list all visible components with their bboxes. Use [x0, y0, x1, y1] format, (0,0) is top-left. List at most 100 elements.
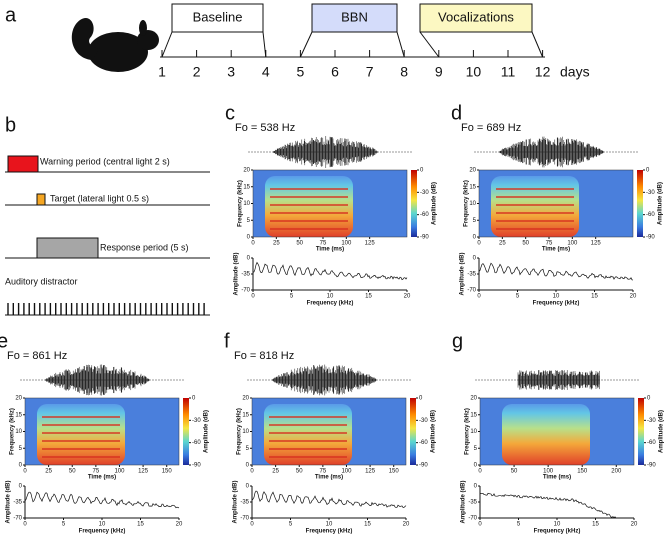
day-label: 9: [435, 64, 443, 80]
x-tick-label: 0: [250, 469, 254, 475]
spectrum-x-tick-label: 0: [23, 522, 27, 528]
row-label: Auditory distractor: [5, 276, 78, 286]
phase-box: [171, 3, 264, 33]
x-tick-label: 75: [320, 469, 327, 475]
spectrum-x-tick-label: 15: [365, 294, 372, 300]
spectrogram-energy: [37, 404, 125, 465]
spectrum-x-tick-label: 5: [290, 294, 294, 300]
phase-label: Baseline: [193, 9, 243, 24]
spectrum-y-label: Amplitude (dB): [234, 253, 240, 296]
colorbar-tick-label: -30: [420, 190, 429, 196]
spectrum-y-tick-label: 0: [19, 484, 23, 490]
y-tick-label: 10: [242, 429, 249, 435]
panel-letter: c: [225, 102, 235, 124]
spectrum-curve: [480, 492, 634, 519]
spectrum-y-tick-label: -70: [241, 288, 250, 294]
x-axis-label: Time (ms): [316, 247, 344, 253]
x-tick-label: 50: [296, 469, 303, 475]
spectrum-x-tick-label: 10: [99, 522, 106, 528]
day-label: 4: [262, 64, 270, 80]
day-unit: days: [560, 64, 590, 80]
colorbar-tick-label: 0: [419, 396, 423, 402]
colorbar-tick-label: -30: [419, 418, 428, 424]
spectrum-y-tick-label: -70: [468, 516, 477, 522]
y-tick-label: 15: [470, 412, 477, 418]
spectrum-x-tick-label: 15: [364, 522, 371, 528]
day-label: 10: [466, 64, 482, 80]
y-axis-label: Frequency (kHz): [238, 180, 244, 227]
spectrum-x-tick-label: 0: [478, 522, 482, 528]
panel-letter: e: [0, 330, 8, 352]
spectrum-x-tick-label: 15: [137, 522, 144, 528]
day-label: 8: [400, 64, 408, 80]
spectrum-curve: [478, 262, 634, 281]
y-tick-label: 10: [469, 201, 476, 207]
phase-link: [262, 31, 267, 58]
y-tick-label: 5: [474, 446, 478, 452]
spectrum-y-tick-label: -70: [240, 516, 249, 522]
y-tick-label: 15: [15, 412, 22, 418]
x-tick-label: 125: [591, 241, 602, 247]
colorbar-tick-label: 0: [647, 396, 651, 402]
x-tick-label: 100: [567, 241, 578, 247]
day-label: 7: [366, 64, 374, 80]
spectrogram-energy: [491, 176, 579, 237]
y-axis-label: Frequency (kHz): [465, 408, 471, 455]
colorbar-tick-label: 0: [420, 168, 424, 174]
spectrum-y-label: Amplitude (dB): [461, 481, 467, 524]
y-axis-label: Frequency (kHz): [237, 408, 243, 455]
spectrum-x-tick-label: 15: [591, 294, 598, 300]
day-label: 11: [501, 64, 516, 80]
x-tick-label: 200: [611, 469, 622, 475]
fo-label: Fo = 818 Hz: [234, 350, 294, 362]
colorbar: [637, 170, 643, 237]
colorbar-tick-label: -60: [420, 212, 429, 218]
phase-label: BBN: [341, 9, 368, 24]
x-tick-label: 25: [45, 469, 52, 475]
colorbar-tick-label: -30: [647, 418, 656, 424]
spectrum-x-tick-label: 5: [517, 522, 521, 528]
colorbar-tick-label: -30: [646, 190, 655, 196]
spectrum-y-tick-label: -70: [13, 516, 22, 522]
spectrum-y-tick-label: 0: [474, 484, 478, 490]
spectrum-x-tick-label: 5: [62, 522, 66, 528]
x-axis-label: Time (ms): [543, 475, 571, 481]
day-label: 2: [193, 64, 201, 80]
spectrum-x-label: Frequency (kHz): [79, 529, 126, 534]
y-tick-label: 0: [474, 463, 478, 469]
phase-link: [531, 31, 544, 58]
spectrogram-energy: [264, 404, 352, 465]
spectrum-x-tick-label: 10: [326, 522, 333, 528]
spectrum-y-tick-label: -35: [467, 272, 476, 278]
phase-box: [311, 3, 398, 33]
spectrum-x-tick-label: 5: [516, 294, 520, 300]
x-tick-label: 150: [389, 469, 400, 475]
phase-link: [396, 31, 405, 58]
y-tick-label: 15: [469, 184, 476, 190]
panel-letter: g: [452, 330, 463, 352]
y-tick-label: 20: [243, 168, 250, 174]
x-axis-label: Time (ms): [88, 475, 116, 481]
spectrum-x-tick-label: 0: [250, 522, 254, 528]
spectrum-curve: [24, 491, 180, 509]
spectrum-curve: [251, 490, 407, 508]
spectrum-x-label: Frequency (kHz): [306, 529, 353, 534]
row-label: Response period (5 s): [100, 242, 189, 252]
y-tick-label: 5: [247, 218, 251, 224]
y-tick-label: 10: [470, 429, 477, 435]
spectrum-x-label: Frequency (kHz): [533, 301, 580, 307]
x-tick-label: 25: [273, 241, 280, 247]
colorbar-tick-label: -60: [646, 212, 655, 218]
colorbar: [183, 398, 189, 465]
colorbar-tick-label: 0: [192, 396, 196, 402]
x-tick-label: 150: [162, 469, 173, 475]
x-tick-label: 100: [341, 241, 352, 247]
spectrum-y-tick-label: -70: [467, 288, 476, 294]
day-label: 12: [535, 64, 551, 80]
colorbar-tick-label: 0: [646, 168, 650, 174]
y-tick-label: 0: [246, 463, 250, 469]
day-label: 3: [227, 64, 235, 80]
waveform: [517, 370, 600, 390]
response-period: [36, 237, 99, 259]
